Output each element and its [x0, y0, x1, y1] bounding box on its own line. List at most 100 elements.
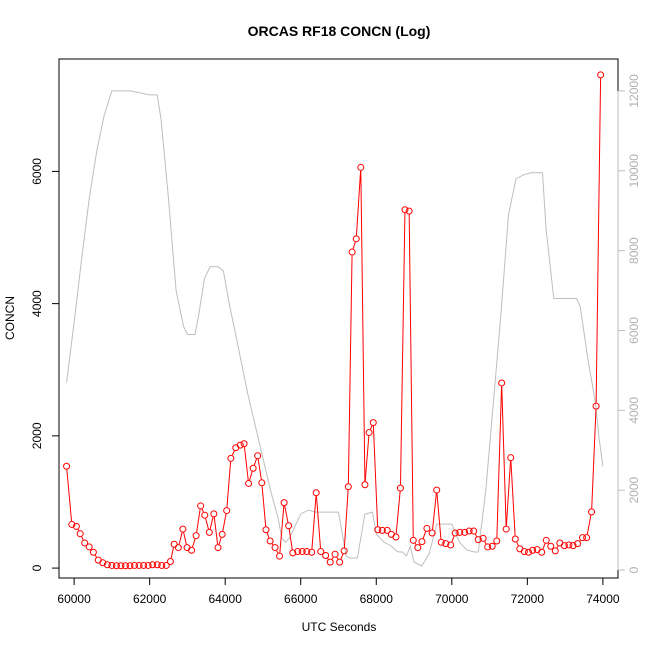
concn-point	[303, 548, 311, 556]
concn-point	[166, 557, 174, 565]
concn-segment	[372, 426, 379, 527]
concn-point	[569, 542, 577, 550]
concn-segment	[556, 545, 559, 549]
concn-segment	[249, 471, 253, 481]
x-tick-label: 68000	[360, 592, 394, 606]
x-tick-label: 74000	[586, 592, 620, 606]
concn-point	[131, 561, 139, 569]
concn-point	[201, 511, 209, 519]
concn-point	[149, 561, 157, 569]
concn-segment	[343, 490, 349, 548]
concn-point	[294, 548, 302, 556]
concn-point	[179, 525, 187, 533]
concn-point	[574, 540, 582, 548]
x-tick-label: 62000	[133, 592, 167, 606]
concn-series	[63, 71, 605, 570]
concn-segment	[408, 214, 414, 537]
concn-point	[117, 562, 125, 570]
concn-point	[322, 552, 330, 560]
concn-segment	[231, 450, 235, 456]
concn-point	[85, 543, 93, 551]
concn-point	[312, 489, 320, 497]
concn-point	[348, 248, 356, 256]
concn-point	[258, 479, 266, 487]
concn-point	[94, 556, 102, 564]
concn-point	[188, 546, 196, 554]
concn-point	[245, 479, 253, 487]
concn-point	[266, 537, 274, 545]
concn-segment	[505, 461, 512, 526]
y-tick-label: 0	[30, 564, 44, 571]
concn-point	[396, 484, 404, 492]
concn-segment	[253, 458, 257, 466]
concn-segment	[399, 213, 406, 485]
concn-point	[289, 549, 297, 557]
concn-point	[108, 561, 116, 569]
concn-point	[183, 544, 191, 552]
concn-point	[502, 525, 510, 533]
concn-segment	[347, 255, 353, 484]
concn-segment	[218, 537, 222, 545]
x-tick-label: 64000	[209, 592, 243, 606]
concn-point	[560, 542, 568, 550]
concn-point	[214, 544, 222, 552]
x-axis-label: UTC Seconds	[302, 620, 377, 634]
concn-segment	[336, 556, 339, 560]
concn-point	[428, 529, 436, 537]
altitude-line	[66, 90, 604, 567]
x-tick-label: 72000	[511, 592, 545, 606]
concn-segment	[331, 556, 334, 560]
concn-segment	[279, 505, 285, 553]
concn-point	[162, 561, 170, 569]
concn-point	[218, 530, 226, 538]
concn-segment	[516, 541, 519, 547]
concn-point	[401, 206, 409, 214]
concn-segment	[542, 543, 546, 550]
concn-point	[387, 530, 395, 538]
y-axis-left: 0 2000 4000 6000	[30, 158, 60, 571]
concn-point	[470, 527, 478, 535]
concn-point	[340, 547, 348, 555]
chart-title: ORCAS RF18 CONCN (Log)	[248, 23, 431, 39]
concn-point	[223, 507, 231, 515]
concn-point	[461, 528, 469, 536]
y-tick-label: 4000	[30, 290, 44, 317]
concn-segment	[474, 533, 478, 537]
concn-segment	[271, 543, 274, 546]
concn-point	[374, 526, 382, 534]
concn-segment	[288, 529, 293, 550]
concn-point	[556, 539, 564, 547]
concn-segment	[266, 532, 270, 538]
concn-segment	[201, 508, 204, 513]
concn-point	[369, 419, 377, 427]
concn-segment	[209, 517, 214, 530]
concn-point	[551, 547, 559, 555]
concn-point	[140, 561, 148, 569]
concn-point	[392, 533, 400, 541]
concn-point	[588, 508, 596, 516]
concn-segment	[183, 532, 187, 545]
concn-point	[383, 526, 391, 534]
concn-point	[336, 558, 344, 566]
concn-segment	[192, 538, 196, 548]
concn-point	[99, 559, 107, 567]
concn-point	[529, 546, 537, 554]
concn-point	[158, 561, 166, 569]
concn-point	[144, 561, 152, 569]
concn-point	[308, 548, 316, 556]
concn-point	[484, 543, 492, 551]
concn-point	[192, 532, 200, 540]
concn-point	[456, 528, 464, 536]
concn-segment	[579, 539, 581, 542]
concn-point	[578, 534, 586, 542]
concn-segment	[196, 509, 201, 533]
concn-point	[126, 562, 134, 570]
concn-segment	[178, 532, 183, 545]
concn-segment	[496, 386, 503, 538]
x-tick-label: 66000	[284, 592, 318, 606]
concn-point	[170, 540, 178, 548]
concn-point	[592, 402, 600, 410]
concn-point	[365, 429, 373, 437]
concn-segment	[364, 435, 370, 482]
